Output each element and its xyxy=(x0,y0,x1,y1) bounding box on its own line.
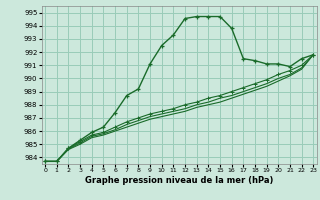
X-axis label: Graphe pression niveau de la mer (hPa): Graphe pression niveau de la mer (hPa) xyxy=(85,176,273,185)
